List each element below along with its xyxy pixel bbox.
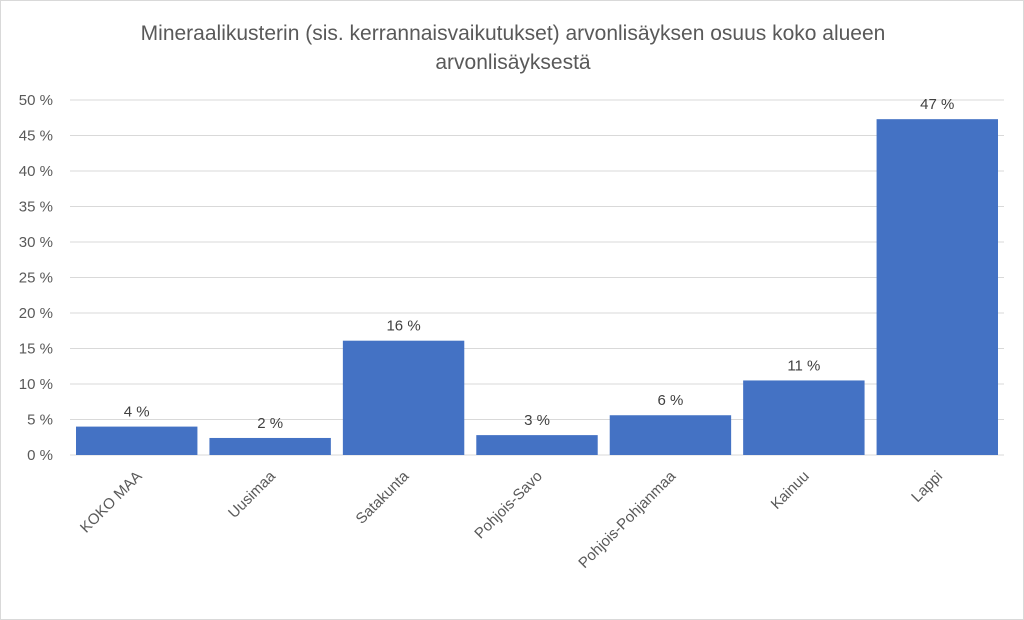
x-tick-label: Lappi [908, 468, 946, 506]
y-tick-label: 10 % [19, 376, 53, 393]
y-tick-label: 0 % [27, 447, 53, 464]
bar [342, 340, 465, 455]
bar [76, 426, 198, 455]
data-label: 16 % [386, 318, 420, 335]
y-tick-label: 35 % [19, 199, 53, 216]
data-label: 47 % [920, 96, 954, 113]
x-tick-label: KOKO MAA [77, 468, 146, 537]
data-label: 11 % [787, 357, 820, 374]
x-tick-label: Satakunta [353, 467, 413, 527]
bar [743, 380, 865, 455]
y-tick-label: 30 % [19, 234, 53, 251]
y-tick-label: 5 % [27, 412, 53, 429]
data-label: 3 % [524, 412, 550, 429]
x-tick-label: Uusimaa [225, 467, 279, 521]
x-tick-label: Kainuu [768, 468, 813, 513]
y-tick-label: 40 % [19, 163, 53, 180]
bar [209, 437, 331, 455]
data-label: 6 % [657, 392, 683, 409]
y-tick-label: 20 % [19, 305, 53, 322]
chart-title: Mineraalikusterin (sis. kerrannaisvaikut… [140, 22, 886, 74]
bar [609, 415, 732, 455]
y-tick-label: 15 % [19, 341, 53, 358]
bar [476, 435, 598, 455]
bar [876, 119, 998, 456]
y-tick-label: 45 % [19, 128, 53, 145]
y-tick-label: 25 % [19, 270, 53, 287]
x-tick-label: Pohjois-Savo [471, 468, 546, 543]
x-tick-label: Pohjois-Pohjanmaa [575, 467, 679, 571]
data-label: 2 % [257, 415, 283, 432]
data-label: 4 % [124, 404, 150, 421]
y-tick-label: 50 % [19, 92, 53, 109]
